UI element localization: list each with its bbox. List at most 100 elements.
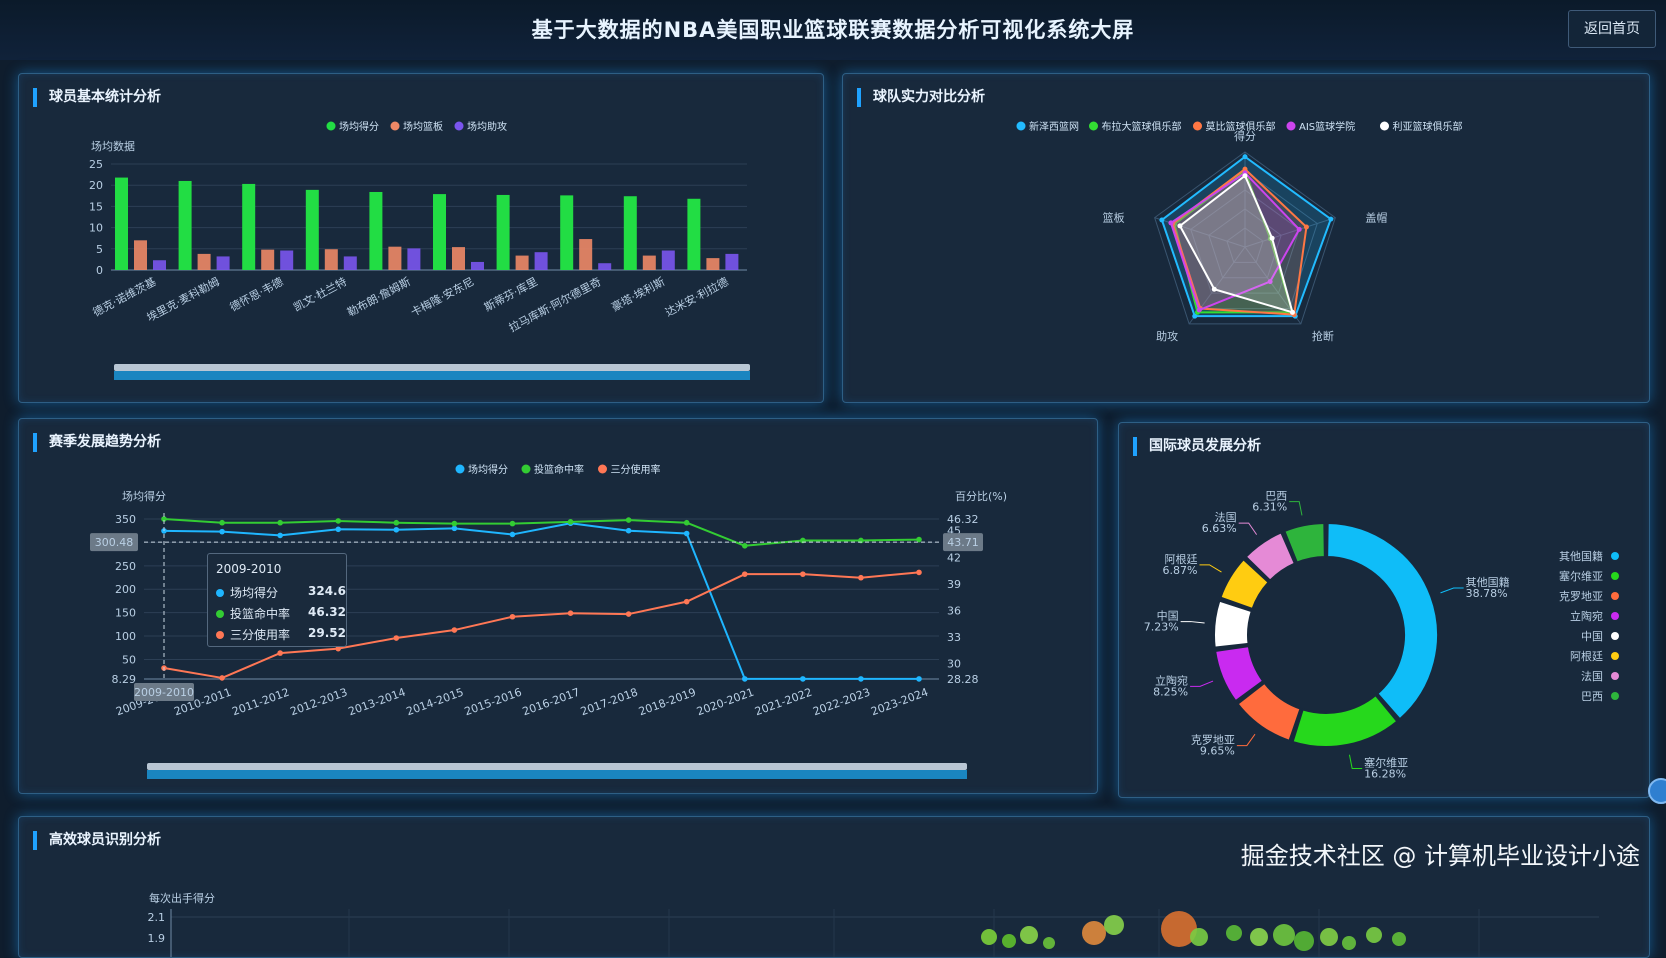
- label-leader-line: [1440, 587, 1464, 594]
- data-point: [858, 574, 864, 581]
- series-line: [163, 571, 920, 679]
- scatter-point: [1082, 921, 1106, 945]
- series-line: [163, 518, 920, 547]
- radar-point: [1211, 286, 1217, 292]
- tooltip-row: 场均得分: [216, 584, 278, 600]
- header-bar: [0, 0, 1666, 60]
- zoom-slider-handle: [147, 763, 967, 770]
- team-compare-title: 球队实力对比分析: [857, 88, 985, 107]
- scatter-point: [1392, 932, 1406, 946]
- y-tick-label: 1.9: [148, 932, 166, 945]
- legend-marker: [1611, 692, 1619, 700]
- legend-label: 场均助攻: [467, 120, 507, 133]
- bar: [534, 252, 548, 270]
- slice-name-label: 法国: [1215, 510, 1237, 524]
- scatter-point: [1342, 936, 1356, 950]
- team-compare-panel: 球队实力对比分析 新泽西篮网 布拉大篮球俱乐部 莫比篮球俱乐部 AIS篮球学院 利亚篮球…: [842, 73, 1650, 403]
- scatter-point: [1320, 928, 1338, 946]
- side-toggle-icon[interactable]: [1648, 778, 1666, 804]
- crosshair-label-box: [134, 683, 194, 701]
- data-point: [509, 531, 516, 538]
- radar-point: [1242, 173, 1248, 179]
- data-point: [451, 627, 458, 633]
- season-trend-panel: 赛季发展趋势分析 场均得分投篮命中率三分使用率场均得分百分比(%)3503002…: [18, 418, 1098, 794]
- international-chart[interactable]: 其他国籍38.78%塞尔维亚16.28%克罗地亚9.65%立陶宛8.25%中国7…: [1119, 423, 1649, 797]
- bar: [515, 255, 529, 270]
- legend-marker: [1611, 592, 1619, 600]
- y-tick-label: 25: [89, 158, 103, 171]
- legend-label: 场均得分: [339, 120, 379, 133]
- y2-tick-label: 36: [947, 605, 961, 618]
- y-tick-label: 10: [89, 222, 103, 235]
- radar-indicator-label: 抢断: [1312, 329, 1334, 343]
- tooltip-row: 三分使用率: [216, 626, 290, 642]
- y-tick-label: 5: [96, 243, 103, 256]
- legend-marker: [1611, 652, 1619, 660]
- bar: [261, 249, 275, 270]
- radar-indicator-label: 篮板: [1103, 211, 1125, 225]
- data-point: [219, 675, 225, 681]
- zoom-slider-track: [114, 371, 750, 380]
- legend-marker: [1193, 121, 1202, 131]
- legend-marker: [1611, 632, 1619, 640]
- bar: [134, 240, 147, 270]
- efficient-panel: 高效球员识别分析 每次出手得分 2.1 1.9: [18, 816, 1650, 958]
- tooltip-value: 324.6: [308, 584, 346, 598]
- bar: [369, 191, 383, 270]
- y2-tick-label: 33: [947, 631, 961, 644]
- scatter-point: [1190, 928, 1208, 946]
- legend-marker: [1089, 121, 1098, 131]
- legend-label: 投篮命中率: [534, 463, 584, 476]
- data-point: [683, 530, 690, 537]
- y-tick-label: 8.29: [112, 673, 137, 686]
- zoom-slider-handle: [114, 364, 750, 371]
- data-point: [277, 650, 283, 656]
- crosshair-label-box: [943, 533, 983, 552]
- y-axis-title: 每次出手得分: [149, 891, 215, 905]
- data-point: [509, 520, 516, 527]
- radar-point: [1168, 220, 1174, 226]
- radar-point: [1296, 226, 1302, 232]
- scatter-point: [1273, 924, 1295, 946]
- tooltip-label: 场均得分: [230, 586, 279, 600]
- pie-slice: [1219, 558, 1270, 610]
- label-leader-line: [1190, 680, 1214, 687]
- tooltip-title: 2009-2010: [216, 562, 282, 576]
- data-point: [567, 610, 574, 616]
- radar-indicator-label: 助攻: [1156, 329, 1178, 343]
- season-trend-chart[interactable]: 场均得分投篮命中率三分使用率场均得分百分比(%)3503002502001501…: [19, 419, 1097, 793]
- label-leader-line: [1289, 501, 1303, 516]
- data-point: [683, 519, 690, 526]
- y-tick-label: 250: [115, 560, 136, 573]
- legend-label: 其他国籍: [1559, 549, 1603, 563]
- radar-grid: [1208, 208, 1282, 279]
- legend-label: 阿根廷: [1570, 649, 1603, 663]
- y-tick-label: 20: [89, 179, 103, 192]
- back-home-button[interactable]: 返回首页: [1568, 10, 1656, 48]
- scatter-point: [1366, 927, 1382, 943]
- crosshair-left-value: 300.48: [95, 536, 134, 549]
- bar: [452, 247, 465, 270]
- scatter-point: [1104, 915, 1124, 935]
- team-compare-chart[interactable]: 新泽西篮网 布拉大篮球俱乐部 莫比篮球俱乐部 AIS篮球学院 利亚篮球俱乐部得分盖帽抢断…: [843, 74, 1649, 402]
- series-line: [163, 522, 919, 680]
- y2-tick-label: 46.32: [947, 513, 979, 526]
- bar: [496, 194, 510, 270]
- scatter-point: [1294, 931, 1314, 951]
- radar-point: [1303, 224, 1309, 230]
- data-point: [567, 519, 574, 525]
- legend-marker: [390, 121, 400, 131]
- data-point: [625, 527, 632, 534]
- legend-label: 立陶宛: [1570, 609, 1603, 623]
- bar: [433, 194, 446, 270]
- slice-name-label: 巴西: [1265, 490, 1287, 503]
- legend-marker: [1611, 572, 1619, 580]
- slice-percent-label: 6.87%: [1163, 564, 1198, 577]
- x-tick-label: 2012-2013: [288, 686, 349, 719]
- legend-label: 莫比篮球俱乐部: [1206, 120, 1276, 133]
- crosshair-category: 2009-2010: [134, 686, 194, 699]
- y-tick-label: 50: [122, 653, 136, 666]
- player-stats-chart[interactable]: 场均得分 场均篮板 场均助攻场均数据0510152025德克·诺维茨基埃里克·麦科勒…: [19, 74, 823, 402]
- data-point: [916, 536, 922, 543]
- label-leader-line: [1238, 522, 1258, 535]
